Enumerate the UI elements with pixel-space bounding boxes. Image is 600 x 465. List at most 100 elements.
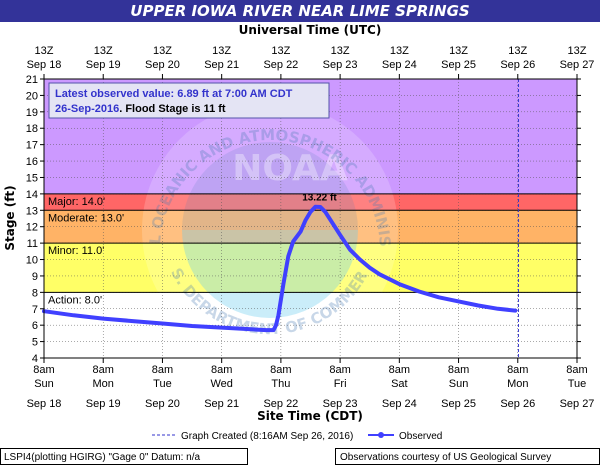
bottom-tick-day: Tue (568, 378, 587, 390)
y-tick-label: 6 (32, 320, 38, 332)
bottom-tick-day: Mon (507, 378, 528, 390)
top-tick-date: Sep 19 (86, 59, 121, 71)
bottom-tick-day: Fri (334, 378, 347, 390)
bottom-tick-time: 8am (152, 364, 173, 376)
top-tick-date: Sep 25 (441, 59, 476, 71)
bottom-tick-date: Sep 26 (500, 398, 535, 410)
y-tick-label: 4 (32, 353, 38, 365)
top-tick-date: Sep 22 (263, 59, 298, 71)
category-label: Moderate: 13.0' (48, 212, 124, 224)
bottom-tick-time: 8am (270, 364, 291, 376)
y-tick-label: 13 (26, 205, 38, 217)
bottom-axis-ticks: 8am Sun Sep 18 8am Mon Sep 19 8am Tue Sep 20 8am W… (27, 358, 595, 410)
watermark-logo-text: NOAA (232, 148, 348, 189)
y-tick-label: 19 (26, 107, 38, 119)
latest-value-line1: Latest observed value: 6.89 ft at 7:00 A… (55, 88, 293, 100)
latest-value-date: 26-Sep-2016 (55, 103, 119, 115)
y-tick-label: 7 (32, 304, 38, 316)
category-label: Action: 8.0' (48, 294, 102, 306)
chart-title: UPPER IOWA RIVER NEAR LIME SPRINGS (130, 2, 469, 20)
y-tick-label: 18 (26, 123, 38, 135)
top-tick-date: Sep 23 (323, 59, 358, 71)
top-axis-ticks: 13Z Sep 18 13Z Sep 19 13Z Sep 20 13Z Sep 21 13Z S… (27, 45, 595, 79)
footer-left-text: LSPI4(plotting HGIRG) "Gage 0" Datum: n/… (4, 452, 201, 463)
watermark-outer-circle (142, 102, 398, 358)
bottom-tick-date: Sep 24 (382, 398, 417, 410)
bottom-tick-time: 8am (448, 364, 469, 376)
top-tick-date: Sep 21 (204, 59, 239, 71)
bottom-tick-day: Tue (153, 378, 172, 390)
top-axis-title: Universal Time (UTC) (239, 23, 382, 37)
top-tick-date: Sep 27 (560, 59, 595, 71)
legend-observed-marker (378, 432, 384, 438)
bottom-tick-day: Sun (34, 378, 54, 390)
category-label: Major: 14.0' (48, 196, 105, 208)
bottom-tick-time: 8am (389, 364, 410, 376)
y-tick-label: 12 (26, 222, 38, 234)
top-tick-time: 13Z (212, 45, 231, 57)
band-moderate (44, 193, 577, 211)
latest-value-flood-stage: . Flood Stage is 11 ft (119, 103, 226, 115)
y-tick-label: 9 (32, 271, 38, 283)
top-tick-date: Sep 26 (500, 59, 535, 71)
latest-value-box-bg (48, 82, 330, 119)
top-tick-time: 13Z (390, 45, 409, 57)
top-tick-date: Sep 24 (382, 59, 417, 71)
bottom-tick-date: Sep 18 (27, 398, 62, 410)
top-tick-time: 13Z (271, 45, 290, 57)
y-tick-label: 16 (26, 156, 38, 168)
bottom-tick-time: 8am (566, 364, 587, 376)
top-tick-time: 13Z (35, 45, 54, 57)
plot-frame (43, 78, 578, 359)
y-tick-label: 17 (26, 140, 38, 152)
top-tick-time: 13Z (508, 45, 527, 57)
top-tick-time: 13Z (331, 45, 350, 57)
bottom-tick-date: Sep 22 (263, 398, 298, 410)
bottom-tick-time: 8am (507, 364, 528, 376)
y-tick-label: 8 (32, 287, 38, 299)
bottom-tick-date: Sep 25 (441, 398, 476, 410)
y-tick-label: 21 (26, 74, 38, 86)
y-tick-label: 15 (26, 172, 38, 184)
title-bar (0, 0, 600, 22)
bottom-tick-time: 8am (93, 364, 114, 376)
top-tick-time: 13Z (449, 45, 468, 57)
y-tick-label: 20 (26, 90, 38, 102)
flood-bands (44, 79, 577, 358)
y-axis-title: Stage (ft) (3, 185, 17, 250)
bottom-tick-date: Sep 20 (145, 398, 180, 410)
y-tick-label: 14 (26, 189, 38, 201)
bottom-tick-time: 8am (33, 364, 54, 376)
bottom-tick-time: 8am (211, 364, 232, 376)
footer-right-text: Observations courtesy of US Geological S… (340, 452, 551, 463)
latest-value-box: Latest observed value: 6.89 ft at 7:00 A… (48, 82, 330, 119)
y-axis-ticks: 4 5 6 7 8 9 10 11 12 13 14 15 16 17 18 19 20 21 (26, 74, 581, 365)
legend: Graph Created (8:16AM Sep 26, 2016) Obse… (152, 431, 442, 442)
bottom-tick-date: Sep 23 (323, 398, 358, 410)
top-tick-time: 13Z (568, 45, 587, 57)
bottom-tick-day: Sun (449, 378, 469, 390)
top-tick-date: Sep 18 (27, 59, 62, 71)
series-observed-line (42, 204, 518, 333)
legend-observed-label: Observed (399, 431, 442, 442)
y-tick-label: 10 (26, 255, 38, 267)
band-action (44, 243, 577, 293)
x-axis-title: Site Time (CDT) (257, 409, 363, 423)
bottom-tick-day: Sat (391, 378, 408, 390)
top-tick-time: 13Z (94, 45, 113, 57)
bottom-tick-date: Sep 19 (86, 398, 121, 410)
top-tick-time: 13Z (153, 45, 172, 57)
y-tick-label: 5 (32, 337, 38, 349)
bottom-tick-day: Mon (93, 378, 114, 390)
bottom-tick-time: 8am (329, 364, 350, 376)
bottom-tick-date: Sep 21 (204, 398, 239, 410)
legend-created-label: Graph Created (8:16AM Sep 26, 2016) (181, 431, 353, 442)
bottom-tick-day: Wed (210, 378, 232, 390)
peak-label: 13.22 ft (302, 193, 337, 204)
bottom-tick-date: Sep 27 (560, 398, 595, 410)
category-label: Minor: 11.0' (48, 245, 104, 257)
watermark-bottom-half (182, 230, 358, 318)
y-tick-label: 11 (27, 238, 38, 250)
